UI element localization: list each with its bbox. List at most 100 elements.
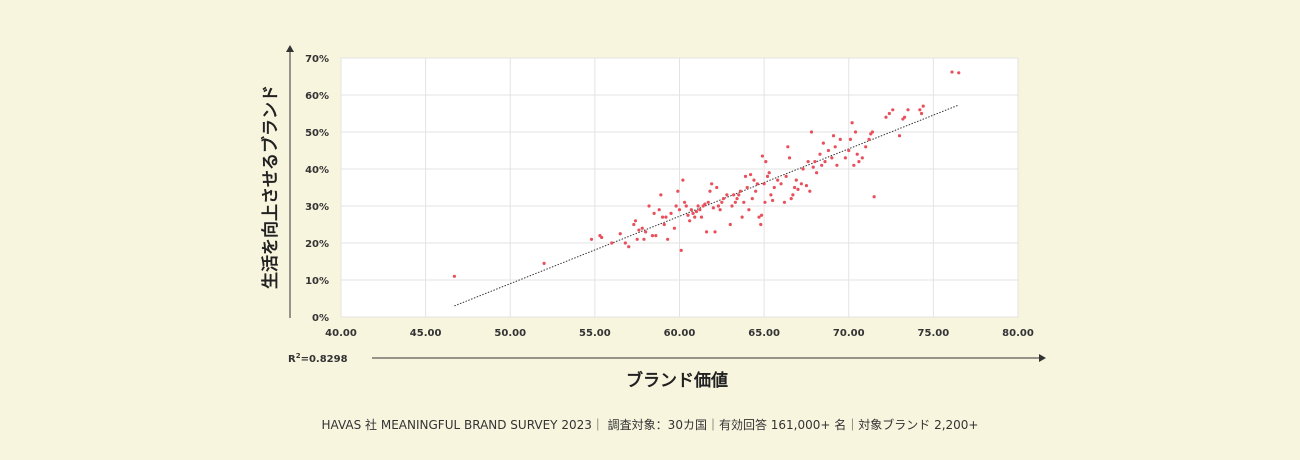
data-point bbox=[640, 226, 644, 230]
data-point bbox=[742, 200, 746, 204]
data-point bbox=[647, 204, 651, 208]
data-point bbox=[633, 219, 638, 223]
data-point bbox=[779, 182, 783, 186]
data-point bbox=[698, 208, 702, 212]
trendline bbox=[454, 104, 959, 307]
data-point bbox=[664, 215, 668, 219]
data-point bbox=[747, 208, 751, 212]
data-point bbox=[699, 215, 704, 219]
x-tick-label: 45.00 bbox=[410, 328, 442, 339]
data-point bbox=[708, 189, 712, 193]
data-point bbox=[765, 174, 770, 178]
data-point bbox=[820, 163, 824, 167]
data-point bbox=[754, 189, 758, 193]
data-point bbox=[672, 226, 677, 230]
y-tick-label: 0% bbox=[312, 313, 329, 324]
data-point bbox=[632, 222, 636, 227]
data-point bbox=[721, 197, 726, 201]
data-point bbox=[857, 160, 861, 164]
data-point bbox=[801, 167, 805, 171]
data-point bbox=[808, 189, 812, 193]
data-point bbox=[730, 204, 734, 208]
data-point bbox=[674, 204, 678, 208]
y-axis-title: 生活を向上させるブランド bbox=[260, 85, 281, 289]
data-point bbox=[782, 200, 787, 204]
data-point bbox=[738, 189, 743, 193]
x-tick-label: 55.00 bbox=[579, 328, 611, 339]
data-point bbox=[589, 237, 594, 241]
data-point bbox=[860, 156, 864, 160]
data-point bbox=[872, 195, 876, 199]
data-point bbox=[906, 108, 910, 112]
data-point bbox=[755, 182, 759, 186]
data-point bbox=[642, 237, 646, 241]
data-point bbox=[623, 241, 627, 245]
data-point bbox=[659, 193, 663, 197]
y-tick-label: 30% bbox=[305, 202, 329, 213]
x-axis-title: ブランド価値 bbox=[626, 370, 728, 391]
data-point bbox=[918, 108, 922, 112]
data-point bbox=[711, 206, 715, 210]
data-point bbox=[732, 193, 736, 197]
data-point bbox=[821, 141, 825, 145]
data-point bbox=[718, 208, 722, 212]
data-point bbox=[792, 185, 797, 190]
data-point bbox=[809, 130, 814, 134]
data-point bbox=[713, 230, 717, 234]
data-point bbox=[787, 156, 792, 160]
data-point bbox=[676, 189, 680, 193]
x-tick-label: 80.00 bbox=[1002, 328, 1034, 339]
data-point bbox=[760, 154, 765, 158]
y-tick-label: 20% bbox=[305, 239, 329, 250]
data-point bbox=[706, 200, 710, 204]
y-tick-label: 70% bbox=[305, 54, 329, 65]
data-point bbox=[759, 213, 764, 217]
data-point bbox=[784, 174, 788, 178]
data-point bbox=[799, 182, 803, 186]
data-point bbox=[884, 115, 888, 119]
data-point bbox=[677, 208, 682, 212]
data-point bbox=[745, 185, 749, 190]
data-point bbox=[806, 160, 810, 164]
data-point bbox=[838, 137, 842, 141]
data-point bbox=[750, 197, 754, 201]
data-point bbox=[848, 137, 853, 141]
data-point bbox=[720, 200, 724, 204]
data-point bbox=[855, 152, 859, 156]
data-point bbox=[600, 235, 604, 240]
data-point bbox=[772, 185, 776, 190]
data-point bbox=[796, 187, 800, 191]
data-point bbox=[814, 171, 819, 175]
y-tick-label: 10% bbox=[305, 276, 329, 287]
data-point bbox=[831, 134, 836, 138]
data-point bbox=[452, 274, 456, 278]
data-point bbox=[850, 121, 854, 125]
data-point bbox=[776, 178, 780, 182]
x-tick-label: 50.00 bbox=[494, 328, 526, 339]
data-point bbox=[789, 197, 793, 201]
data-point bbox=[853, 130, 858, 134]
data-point bbox=[662, 222, 666, 227]
data-point bbox=[843, 156, 847, 160]
data-point bbox=[669, 211, 673, 215]
data-point bbox=[759, 222, 763, 227]
data-point bbox=[870, 130, 875, 134]
data-point bbox=[794, 178, 798, 182]
data-point bbox=[769, 193, 773, 197]
data-point bbox=[660, 215, 665, 219]
data-point bbox=[864, 145, 868, 149]
data-point bbox=[725, 193, 729, 197]
data-points bbox=[452, 70, 961, 278]
data-point bbox=[650, 234, 655, 238]
data-point bbox=[682, 200, 687, 204]
data-point bbox=[693, 215, 697, 219]
data-point bbox=[679, 248, 683, 252]
grid-lines bbox=[340, 57, 1019, 318]
data-point bbox=[740, 215, 744, 219]
data-point bbox=[696, 204, 700, 208]
data-point bbox=[689, 208, 693, 212]
data-point bbox=[897, 134, 902, 138]
data-point bbox=[618, 232, 622, 236]
data-point bbox=[762, 182, 766, 186]
